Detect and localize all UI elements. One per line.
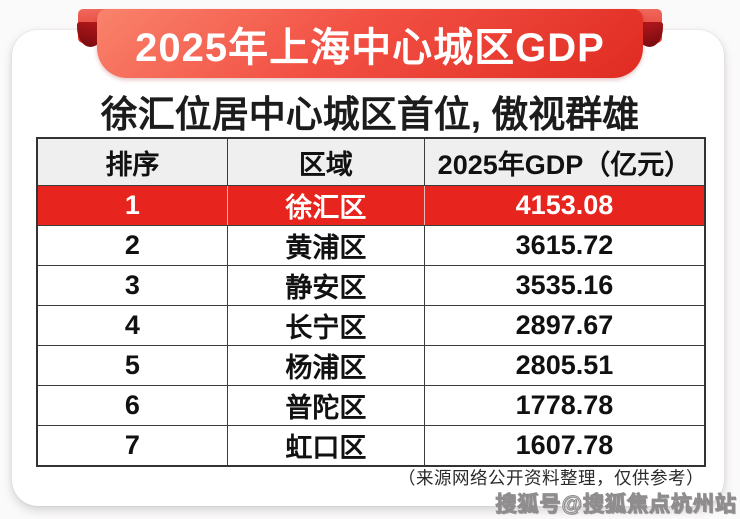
gdp-value: 3615.72 — [423, 225, 706, 266]
subtitle-text: 徐汇位居中心城区首位, 傲视群雄 — [100, 94, 640, 135]
table-row: 6 普陀区 1778.78 — [36, 385, 706, 426]
region-value: 静安区 — [226, 265, 425, 306]
table-row: 7 虹口区 1607.78 — [36, 425, 706, 467]
header-region: 区域 — [226, 137, 425, 186]
gdp-value: 1778.78 — [423, 385, 706, 426]
region-value: 长宁区 — [226, 305, 425, 346]
rank-value: 4 — [36, 305, 228, 346]
gdp-value: 1607.78 — [423, 425, 706, 467]
region-value: 虹口区 — [226, 425, 425, 467]
gdp-value: 2897.67 — [423, 305, 706, 346]
region-value: 徐汇区 — [226, 185, 425, 226]
watermark-text: 搜狐号@搜狐焦点杭州站 — [495, 493, 737, 517]
gdp-value: 3535.16 — [423, 265, 706, 306]
source-note: （来源网络公开资料整理，仅供参考） — [398, 468, 704, 488]
header-gdp: 2025年GDP（亿元） — [423, 137, 706, 186]
region-value: 杨浦区 — [226, 345, 425, 386]
table-row: 2 黄浦区 3615.72 — [36, 225, 706, 266]
rank-value: 1 — [36, 185, 228, 226]
table-row: 5 杨浦区 2805.51 — [36, 345, 706, 386]
table-row: 4 长宁区 2897.67 — [36, 305, 706, 346]
region-value: 黄浦区 — [226, 225, 425, 266]
gdp-value: 2805.51 — [423, 345, 706, 386]
rank-value: 2 — [36, 225, 228, 266]
table-row: 1 徐汇区 4153.08 — [36, 185, 706, 226]
rank-value: 5 — [36, 345, 228, 386]
rank-value: 7 — [36, 425, 228, 467]
table-row: 3 静安区 3535.16 — [36, 265, 706, 306]
rank-value: 3 — [36, 265, 228, 306]
gdp-value: 4153.08 — [423, 185, 706, 226]
gdp-ranking-table: 排序 区域 2025年GDP（亿元） 1 徐汇区 4153.08 2 黄浦区 3… — [36, 137, 706, 467]
rank-value: 6 — [36, 385, 228, 426]
title-banner: 2025年上海中心城区GDP — [97, 9, 643, 78]
header-rank: 排序 — [36, 137, 228, 186]
banner-title: 2025年上海中心城区GDP — [135, 25, 605, 70]
region-value: 普陀区 — [226, 385, 425, 426]
table-header-row: 排序 区域 2025年GDP（亿元） — [36, 137, 706, 186]
